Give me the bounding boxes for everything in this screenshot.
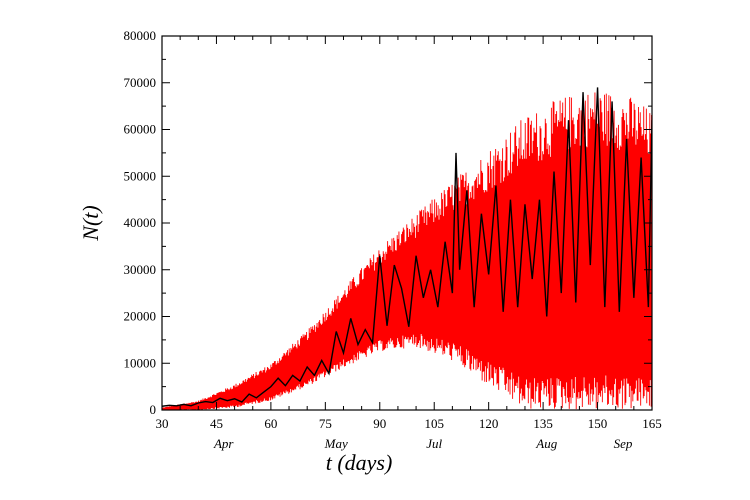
month-label-aug: Aug — [535, 436, 557, 451]
y-axis-title: N(t) — [78, 205, 103, 241]
plot-frame — [161, 35, 653, 411]
month-label-sep: Sep — [614, 436, 633, 451]
x-axis-title: t (days) — [326, 450, 393, 475]
y-tick-label: 40000 — [124, 215, 157, 230]
month-label-may: May — [324, 436, 348, 451]
x-tick-label: 135 — [533, 416, 553, 431]
x-tick-label: 165 — [642, 416, 662, 431]
x-tick-label: 150 — [588, 416, 608, 431]
x-tick-label: 60 — [264, 416, 277, 431]
month-label-jul: Jul — [426, 436, 442, 451]
x-tick-label: 75 — [319, 416, 332, 431]
axis-ticks: 30 45 60 75 90 105 120 135 150 165 0 10000 20000 3000… — [124, 28, 662, 451]
x-tick-label: 105 — [424, 416, 444, 431]
series-red-line — [162, 92, 652, 410]
y-tick-label: 60000 — [124, 122, 157, 137]
y-tick-label: 80000 — [124, 28, 157, 43]
series-black-line — [162, 87, 652, 407]
month-label-apr: Apr — [213, 436, 234, 451]
y-tick-label: 0 — [150, 402, 157, 417]
x-tick-label: 30 — [156, 416, 169, 431]
y-tick-label: 10000 — [124, 355, 157, 370]
plot-area — [162, 87, 652, 410]
x-tick-label: 90 — [373, 416, 386, 431]
y-tick-label: 20000 — [124, 309, 157, 324]
x-tick-label: 45 — [210, 416, 223, 431]
x-tick-label: 120 — [479, 416, 499, 431]
y-tick-label: 70000 — [124, 75, 157, 90]
y-tick-label: 30000 — [124, 262, 157, 277]
y-tick-label: 50000 — [124, 168, 157, 183]
